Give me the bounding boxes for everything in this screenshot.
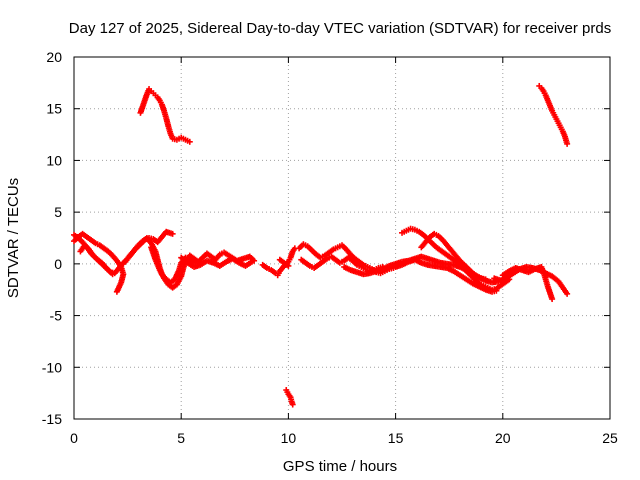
x-tick-label: 20	[495, 430, 511, 446]
x-axis-label: GPS time / hours	[283, 458, 397, 475]
y-tick-label: 15	[46, 101, 62, 117]
data-point	[289, 401, 296, 408]
data-point	[113, 288, 120, 295]
data-point	[186, 138, 193, 145]
data-point	[248, 258, 255, 265]
y-tick-label: 10	[46, 152, 62, 168]
x-tick-label: 15	[388, 430, 404, 446]
y-tick-label: 20	[46, 49, 62, 65]
x-tick-label: 25	[602, 430, 618, 446]
x-tick-label: 0	[70, 430, 78, 446]
y-tick-label: -15	[42, 411, 62, 427]
x-tick-label: 10	[281, 430, 297, 446]
x-tick-label: 5	[177, 430, 185, 446]
data-point	[169, 230, 176, 237]
y-axis-label: SDTVAR / TECUs	[5, 178, 22, 298]
y-tick-label: -10	[42, 359, 62, 375]
axis-ticks: 0 5 10 15 20 25 -15 -10 -5 0 5 10 15 20	[42, 49, 618, 446]
data-points	[71, 82, 571, 408]
y-tick-label: 0	[54, 256, 62, 272]
data-point	[564, 140, 571, 147]
data-point	[549, 296, 556, 303]
data-point	[564, 290, 571, 297]
y-tick-label: 5	[54, 204, 62, 220]
chart-title: Day 127 of 2025, Sidereal Day-to-day VTE…	[69, 20, 611, 37]
data-point	[285, 262, 292, 269]
y-tick-label: -5	[50, 308, 63, 324]
data-point	[482, 276, 489, 283]
